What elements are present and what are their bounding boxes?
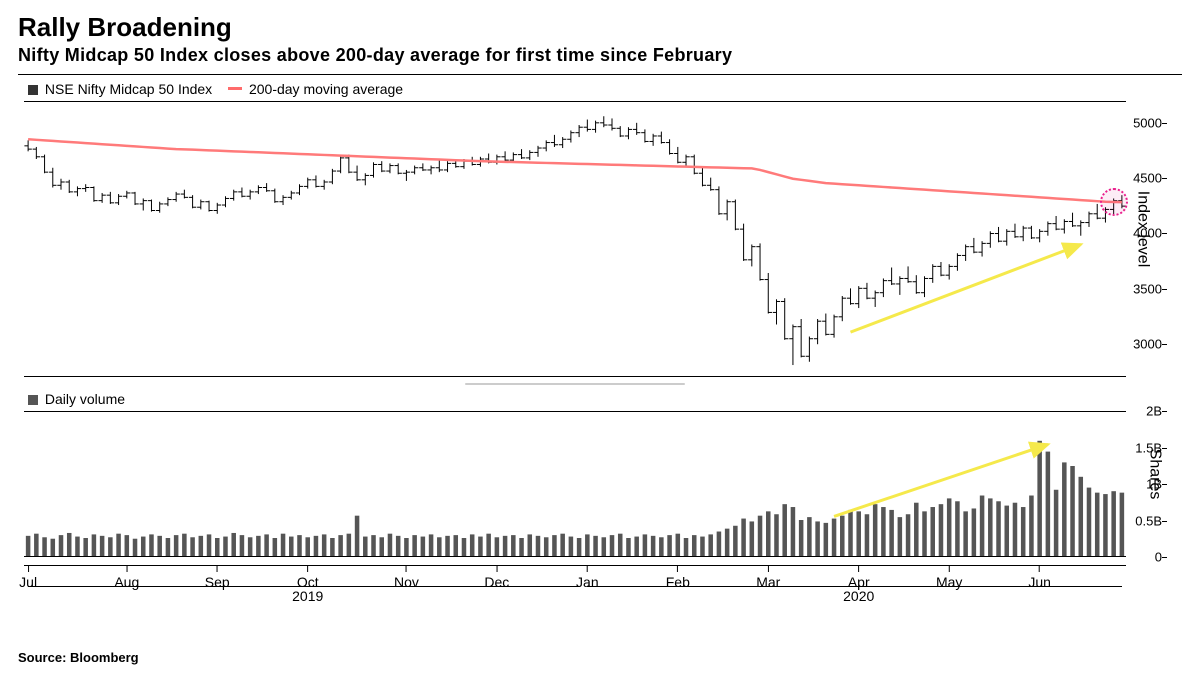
arrow (24, 412, 1126, 556)
legend-label: NSE Nifty Midcap 50 Index (45, 81, 212, 97)
legend-marker-bar (28, 85, 38, 95)
source-label: Source: Bloomberg (18, 650, 139, 665)
legend-marker-line (228, 87, 242, 90)
x-axis: JulAugSepOctNovDecJanFebMarAprMayJun2019… (24, 565, 1126, 615)
divider (18, 74, 1182, 75)
volume-legend: Daily volume (28, 391, 137, 407)
panel-separator (24, 381, 1126, 387)
legend-marker-bar (28, 395, 38, 405)
y-axis-label: Index level (1133, 191, 1151, 268)
price-panel: NSE Nifty Midcap 50 Index 200-day moving… (18, 79, 1182, 379)
price-legend: NSE Nifty Midcap 50 Index 200-day moving… (28, 81, 415, 97)
legend-item-volume: Daily volume (28, 391, 125, 407)
volume-panel: Daily volume 00.5B1B1.5B2B Shares (18, 389, 1182, 559)
highlight-circle (1100, 188, 1128, 216)
arrow (24, 102, 1126, 376)
volume-plot (24, 411, 1126, 557)
chart-title: Rally Broadening (18, 12, 1182, 43)
chart-subtitle: Nifty Midcap 50 Index closes above 200-d… (18, 45, 1182, 66)
price-plot (24, 101, 1126, 377)
legend-label: Daily volume (45, 391, 125, 407)
legend-item-index: NSE Nifty Midcap 50 Index (28, 81, 212, 97)
chart-area: NSE Nifty Midcap 50 Index 200-day moving… (18, 79, 1182, 619)
legend-label: 200-day moving average (249, 81, 403, 97)
y-axis-label: Shares (1146, 449, 1164, 500)
legend-item-ma: 200-day moving average (228, 81, 403, 97)
